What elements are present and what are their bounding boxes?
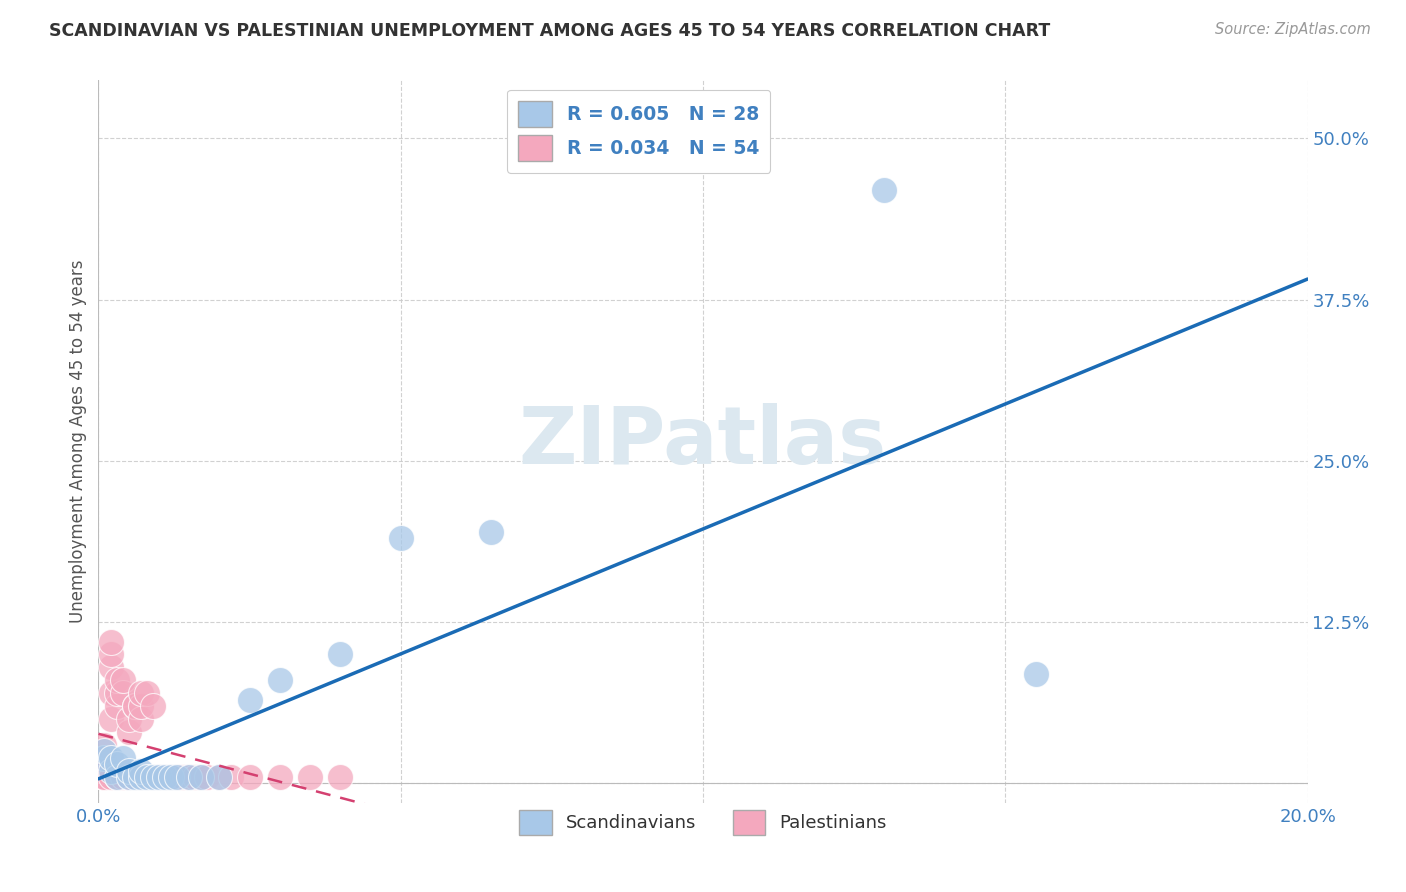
Point: [208, 770, 231, 784]
Point: [105, 770, 128, 784]
Point: [239, 770, 262, 784]
Point: [481, 524, 503, 539]
Point: [1024, 666, 1046, 681]
Text: Source: ZipAtlas.com: Source: ZipAtlas.com: [1215, 22, 1371, 37]
Point: [118, 770, 141, 784]
Point: [118, 770, 141, 784]
Point: [129, 770, 152, 784]
Point: [129, 764, 152, 778]
Point: [329, 770, 352, 784]
Point: [129, 699, 152, 714]
Point: [111, 673, 134, 688]
Point: [166, 770, 188, 784]
Point: [118, 764, 141, 778]
Point: [93, 744, 115, 758]
Point: [111, 770, 134, 784]
Point: [105, 686, 128, 700]
Point: [105, 757, 128, 772]
Point: [179, 770, 201, 784]
Point: [166, 770, 188, 784]
Point: [93, 770, 115, 784]
Point: [93, 750, 115, 764]
Point: [142, 770, 165, 784]
Y-axis label: Unemployment Among Ages 45 to 54 years: Unemployment Among Ages 45 to 54 years: [69, 260, 87, 624]
Point: [873, 183, 896, 197]
Point: [93, 738, 115, 752]
Point: [142, 770, 165, 784]
Point: [100, 750, 122, 764]
Point: [124, 770, 146, 784]
Point: [105, 699, 128, 714]
Point: [100, 686, 122, 700]
Point: [208, 770, 231, 784]
Point: [118, 712, 141, 726]
Point: [93, 770, 115, 784]
Point: [153, 770, 176, 784]
Point: [269, 673, 291, 688]
Point: [105, 673, 128, 688]
Point: [124, 770, 146, 784]
Point: [179, 770, 201, 784]
Point: [184, 770, 207, 784]
Point: [100, 648, 122, 662]
Point: [93, 764, 115, 778]
Point: [129, 686, 152, 700]
Point: [93, 770, 115, 784]
Point: [160, 770, 183, 784]
Point: [93, 750, 115, 764]
Point: [190, 770, 212, 784]
Point: [93, 770, 115, 784]
Point: [153, 770, 176, 784]
Point: [100, 770, 122, 784]
Point: [239, 692, 262, 706]
Point: [389, 531, 412, 545]
Point: [100, 712, 122, 726]
Point: [93, 770, 115, 784]
Point: [100, 634, 122, 648]
Point: [221, 770, 243, 784]
Point: [111, 686, 134, 700]
Point: [195, 770, 218, 784]
Point: [269, 770, 291, 784]
Point: [148, 770, 170, 784]
Point: [118, 724, 141, 739]
Point: [124, 699, 146, 714]
Text: SCANDINAVIAN VS PALESTINIAN UNEMPLOYMENT AMONG AGES 45 TO 54 YEARS CORRELATION C: SCANDINAVIAN VS PALESTINIAN UNEMPLOYMENT…: [49, 22, 1050, 40]
Point: [142, 699, 165, 714]
Legend: Scandinavians, Palestinians: Scandinavians, Palestinians: [510, 801, 896, 845]
Point: [329, 648, 352, 662]
Point: [172, 770, 194, 784]
Point: [118, 770, 141, 784]
Point: [100, 764, 122, 778]
Point: [299, 770, 322, 784]
Text: ZIPatlas: ZIPatlas: [519, 402, 887, 481]
Point: [124, 699, 146, 714]
Point: [93, 770, 115, 784]
Point: [100, 660, 122, 674]
Point: [105, 770, 128, 784]
Point: [160, 770, 183, 784]
Point: [105, 770, 128, 784]
Point: [135, 770, 157, 784]
Point: [135, 686, 157, 700]
Point: [135, 770, 157, 784]
Point: [129, 770, 152, 784]
Point: [148, 770, 170, 784]
Point: [93, 764, 115, 778]
Point: [129, 712, 152, 726]
Point: [190, 770, 212, 784]
Point: [111, 750, 134, 764]
